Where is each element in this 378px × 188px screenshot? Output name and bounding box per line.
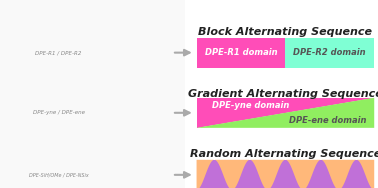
Text: DPE-R1 domain: DPE-R1 domain xyxy=(204,48,277,57)
Bar xyxy=(285,38,374,68)
Text: DPE-ene domain: DPE-ene domain xyxy=(289,116,367,125)
Text: DPE-yne / DPE-ene: DPE-yne / DPE-ene xyxy=(33,110,85,115)
Text: DPE-R1 / DPE-R2: DPE-R1 / DPE-R2 xyxy=(36,50,82,55)
Bar xyxy=(197,38,285,68)
Text: Block Alternating Sequence: Block Alternating Sequence xyxy=(198,27,372,37)
Bar xyxy=(0,0,185,188)
Text: DPE-SiH/OMe / DPE-NSix: DPE-SiH/OMe / DPE-NSix xyxy=(29,172,88,177)
Bar xyxy=(197,160,374,188)
Polygon shape xyxy=(197,98,374,128)
Polygon shape xyxy=(197,98,374,128)
Text: Gradient Alternating Sequence: Gradient Alternating Sequence xyxy=(188,89,378,99)
Text: Random Alternating Sequence: Random Alternating Sequence xyxy=(190,149,378,159)
Text: DPE-R2 domain: DPE-R2 domain xyxy=(293,48,366,57)
Text: DPE-yne domain: DPE-yne domain xyxy=(212,101,289,110)
